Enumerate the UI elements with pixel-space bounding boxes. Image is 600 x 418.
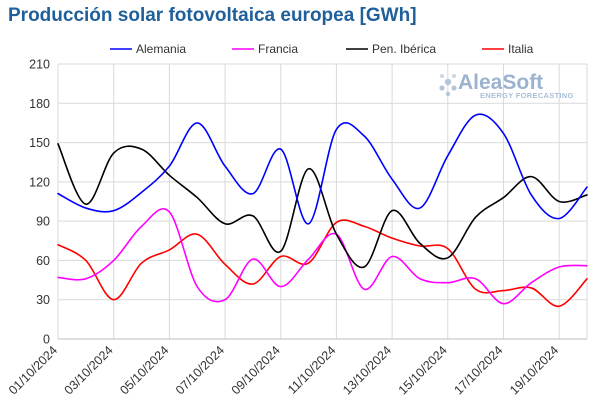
x-tick-label: 13/10/2024 [340, 343, 394, 397]
x-tick-label: 11/10/2024 [285, 343, 339, 397]
y-tick-label: 0 [43, 333, 50, 347]
y-tick-label: 150 [29, 136, 50, 150]
x-tick-label: 05/10/2024 [117, 343, 171, 397]
y-tick-label: 60 [36, 254, 50, 268]
x-tick-label: 15/10/2024 [396, 343, 450, 397]
x-axis: 01/10/2024 03/10/2024 05/10/2024 07/10/2024… [6, 343, 561, 397]
series-line-alemania [57, 113, 588, 225]
aleasoft-logo: AleaSoft ENERGY FORECASTING [439, 71, 573, 100]
x-tick-label: 03/10/2024 [62, 343, 116, 397]
x-tick-label: 07/10/2024 [173, 343, 227, 397]
y-tick-label: 90 [36, 215, 50, 229]
series-line-pen-ib-rica [57, 143, 588, 269]
legend-label-pen-ib-rica: Pen. Ibérica [372, 42, 436, 56]
series-line-italia [57, 219, 588, 308]
x-tick-label: 09/10/2024 [229, 343, 283, 397]
y-tick-label: 120 [29, 175, 50, 189]
y-tick-label: 180 [29, 97, 50, 111]
series-line-francia [57, 208, 588, 305]
x-tick-label: 01/10/2024 [6, 343, 60, 397]
chart-title: Producción solar fotovoltaica europea [G… [8, 5, 417, 26]
y-tick-label: 210 [29, 58, 50, 72]
y-tick-label: 30 [36, 293, 50, 307]
legend-label-francia: Francia [258, 42, 298, 56]
grid-lines [57, 63, 588, 340]
x-tick-label: 17/10/2024 [451, 343, 505, 397]
legend-label-italia: Italia [508, 42, 534, 56]
legend-label-alemania: Alemania [136, 42, 186, 56]
logo-tagline: ENERGY FORECASTING [480, 91, 574, 100]
y-axis: 0 30 60 90 120 150 180 210 [29, 58, 50, 347]
x-tick-label: 19/10/2024 [507, 343, 561, 397]
logo-name: AleaSoft [458, 71, 543, 94]
legend: Alemania Francia Pen. Ibérica Italia [110, 42, 534, 56]
series-lines [57, 113, 588, 308]
